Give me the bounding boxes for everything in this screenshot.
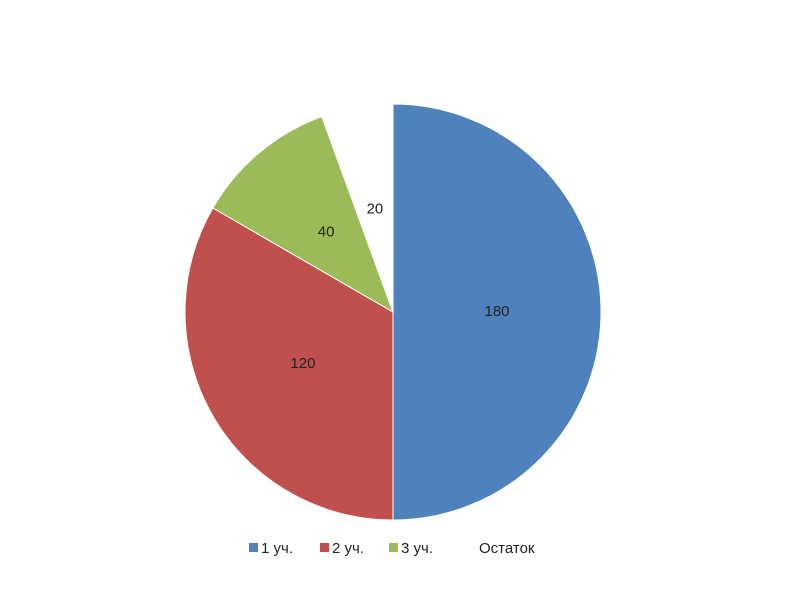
pie-slice-2 (184, 207, 394, 521)
data-label-1: 180 (484, 303, 509, 320)
legend-label: 1 уч. (261, 540, 293, 557)
legend-label: 2 уч. (332, 540, 364, 557)
pie-slices (184, 103, 602, 521)
legend-label: Остаток (479, 540, 535, 557)
legend-item-3: 3 уч. (389, 540, 433, 557)
legend-label: 3 уч. (401, 540, 433, 557)
legend-item-1: 1 уч. (249, 540, 293, 557)
pie-slice-3 (212, 115, 394, 314)
legend-item-2: 2 уч. (320, 540, 364, 557)
legend-swatch (389, 543, 398, 552)
legend: 1 уч. 2 уч. 3 уч. Остаток (249, 540, 535, 557)
data-labels: 180 120 40 20 (290, 201, 509, 372)
legend-swatch (249, 543, 258, 552)
legend-swatch (320, 543, 329, 552)
data-label-2: 120 (290, 355, 315, 372)
legend-swatch (467, 543, 476, 552)
legend-item-4: Остаток (467, 540, 535, 557)
pie-slice-1 (392, 103, 602, 521)
pie-slice-4 (321, 103, 394, 313)
data-label-3: 40 (318, 223, 335, 240)
data-label-4: 20 (367, 201, 384, 218)
